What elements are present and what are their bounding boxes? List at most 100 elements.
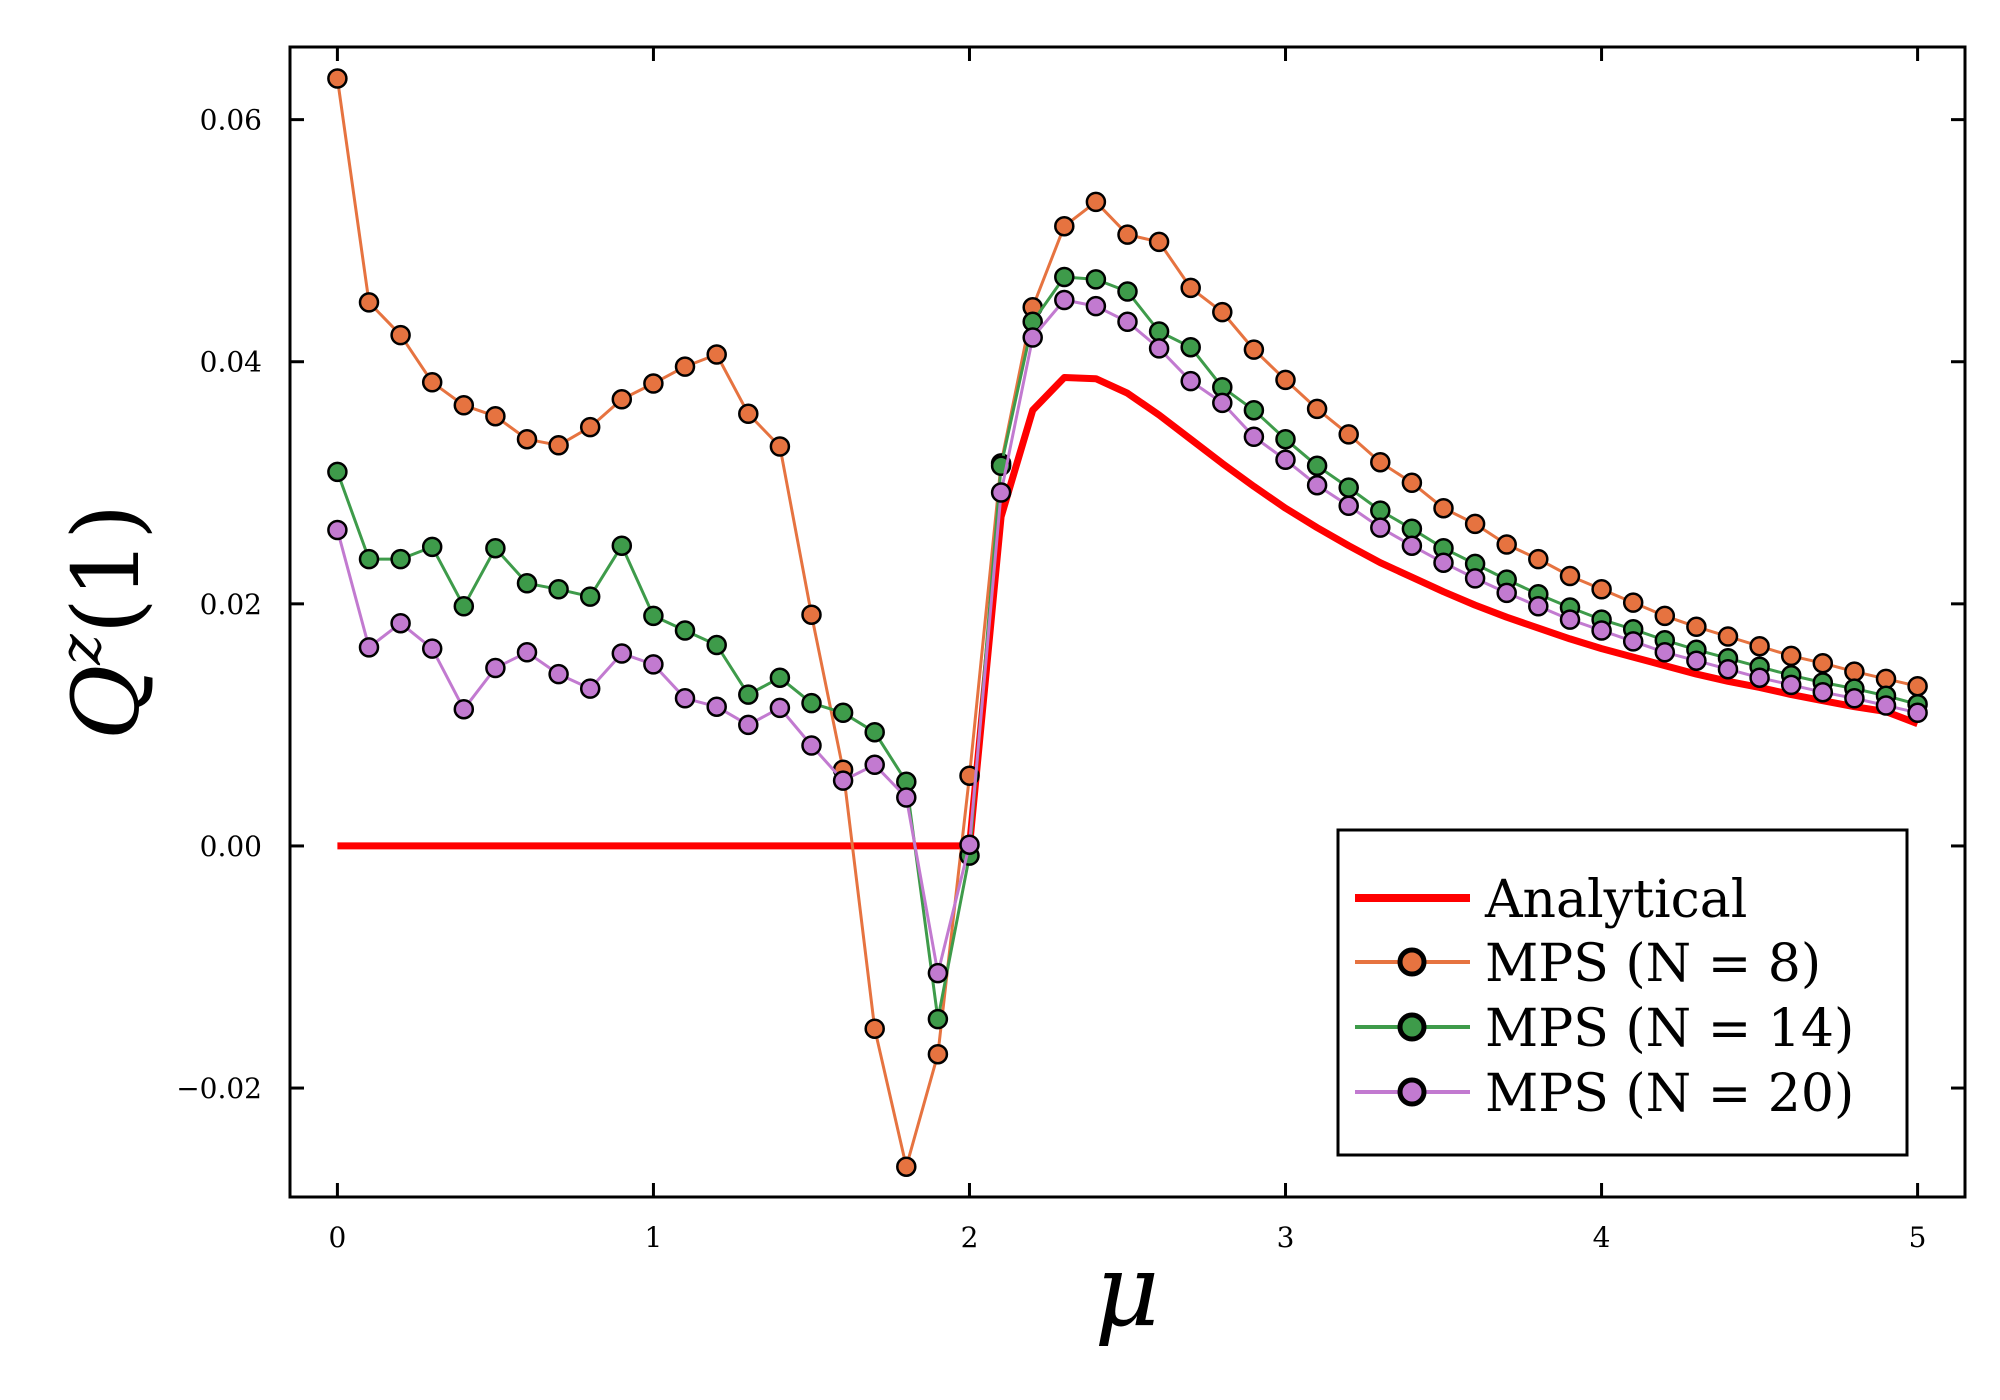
data-point-mps-n-14 — [1306, 455, 1328, 477]
data-point-mps-n-20 — [832, 770, 854, 791]
data-point-mps-n-20 — [1243, 426, 1265, 448]
data-point-mps-n-14 — [1148, 321, 1170, 342]
axis-ticks: 0 1 2 3 4 5 −0.02 0.00 0.02 0.04 0.06 — [176, 47, 1965, 1254]
data-point-mps-n-8 — [1148, 231, 1170, 253]
y-tick-label: 0.00 — [200, 830, 262, 863]
data-point-mps-n-20 — [1148, 338, 1170, 359]
data-point-mps-n-20 — [1749, 667, 1770, 688]
data-point-mps-n-14 — [611, 535, 633, 556]
data-point-mps-n-20 — [1212, 392, 1233, 414]
data-point-mps-n-20 — [1180, 370, 1201, 392]
data-point-mps-n-8 — [769, 436, 791, 457]
legend-entry-mps-n20: MPS (N = 20) — [1355, 1064, 1854, 1124]
data-point-mps-n-20 — [1654, 642, 1676, 663]
data-point-mps-n-8 — [896, 1156, 917, 1177]
data-point-mps-n-8 — [453, 395, 475, 416]
data-point-mps-n-20 — [864, 754, 885, 776]
y-axis-title: Qz(1) — [46, 504, 160, 740]
y-tick-label: 0.06 — [200, 104, 262, 137]
data-point-mps-n-20 — [1591, 620, 1612, 641]
data-point-mps-n-8 — [643, 373, 664, 394]
data-point-mps-n-8 — [1528, 548, 1549, 570]
x-tick-label: 1 — [645, 1221, 663, 1254]
legend-entry-mps-n8: MPS (N = 8) — [1355, 934, 1821, 994]
data-point-mps-n-20 — [643, 654, 664, 675]
data-point-mps-n-20 — [1844, 688, 1865, 709]
data-point-mps-n-20 — [1117, 311, 1138, 333]
data-point-mps-n-20 — [738, 714, 759, 736]
data-point-mps-n-20 — [1622, 631, 1644, 652]
data-point-mps-n-14 — [1401, 518, 1423, 540]
data-point-mps-n-14 — [327, 461, 348, 483]
x-tick-label: 3 — [1277, 1221, 1295, 1254]
data-point-mps-n-8 — [1622, 592, 1644, 613]
data-point-mps-n-14 — [1180, 336, 1201, 358]
data-point-mps-n-8 — [801, 604, 822, 625]
data-point-mps-n-8 — [1812, 652, 1834, 674]
legend-label-mps-n20: MPS (N = 20) — [1485, 1064, 1854, 1124]
y-axis-title-main: Q — [53, 665, 160, 740]
data-point-mps-n-8 — [1717, 626, 1739, 647]
data-point-mps-n-20 — [579, 678, 601, 699]
data-point-mps-n-20 — [1717, 658, 1739, 680]
data-point-mps-n-8 — [1749, 635, 1770, 657]
data-point-mps-n-20 — [1085, 295, 1107, 317]
data-point-mps-n-20 — [1780, 674, 1802, 696]
data-point-mps-n-20 — [1907, 702, 1928, 724]
data-point-mps-n-20 — [1306, 474, 1328, 496]
data-point-mps-n-20 — [1686, 650, 1707, 671]
y-tick-label: 0.02 — [200, 588, 262, 621]
data-point-mps-n-14 — [453, 596, 475, 617]
y-tick-label: −0.02 — [176, 1072, 262, 1105]
y-tick-label: 0.04 — [200, 346, 262, 379]
series-line-analytical — [337, 374, 1919, 850]
data-point-mps-n-8 — [579, 416, 601, 438]
data-point-mps-n-8 — [1054, 215, 1075, 237]
legend-entry-mps-n14: MPS (N = 14) — [1355, 999, 1854, 1059]
data-point-mps-n-20 — [1464, 568, 1486, 589]
data-point-mps-n-8 — [1085, 191, 1107, 213]
legend-swatch-mps-n20-marker — [1397, 1077, 1427, 1107]
data-point-mps-n-8 — [1844, 661, 1865, 682]
data-point-mps-n-20 — [990, 482, 1012, 503]
data-point-mps-n-14 — [643, 605, 664, 627]
data-point-mps-n-8 — [864, 1018, 885, 1039]
data-point-mps-n-14 — [864, 721, 885, 743]
data-point-mps-n-14 — [485, 537, 506, 559]
data-point-mps-n-14 — [769, 667, 791, 688]
x-tick-label: 0 — [328, 1221, 346, 1254]
data-point-mps-n-8 — [1401, 472, 1423, 494]
data-point-mps-n-8 — [1464, 513, 1486, 535]
legend-box — [1336, 828, 1909, 1157]
data-point-mps-n-8 — [327, 68, 348, 89]
data-point-mps-n-20 — [327, 519, 348, 541]
data-point-mps-n-8 — [1306, 398, 1328, 420]
data-point-mps-n-14 — [390, 548, 411, 570]
data-point-mps-n-20 — [1528, 596, 1549, 617]
data-point-mps-n-8 — [927, 1043, 949, 1065]
data-point-mps-n-14 — [1338, 477, 1359, 498]
data-point-mps-n-14 — [801, 692, 822, 714]
data-point-mps-n-14 — [548, 579, 569, 600]
data-point-mps-n-20 — [453, 698, 475, 720]
data-point-mps-n-14 — [421, 536, 443, 558]
data-point-mps-n-8 — [1591, 579, 1612, 600]
data-point-mps-n-14 — [1117, 281, 1138, 302]
data-point-mps-n-8 — [1686, 616, 1707, 638]
data-point-mps-n-20 — [706, 696, 727, 717]
data-point-mps-n-8 — [1654, 605, 1676, 627]
svg-text:Qz(1): Qz(1) — [46, 504, 160, 740]
legend-swatch-mps-n14-marker — [1397, 1012, 1427, 1042]
data-point-mps-n-8 — [1433, 497, 1454, 519]
data-point-mps-n-8 — [611, 389, 633, 410]
data-point-mps-n-8 — [1180, 277, 1201, 299]
data-point-mps-n-14 — [738, 684, 759, 705]
data-point-mps-n-14 — [1243, 399, 1265, 421]
data-point-mps-n-20 — [927, 962, 949, 984]
data-point-mps-n-20 — [1054, 289, 1075, 311]
data-point-mps-n-14 — [579, 586, 601, 607]
legend: Analytical MPS (N = 8) MPS (N = 14) MPS … — [1336, 828, 1909, 1157]
legend-swatch-mps-n8-marker — [1397, 947, 1427, 977]
data-point-mps-n-8 — [706, 344, 727, 365]
data-point-mps-n-20 — [1338, 495, 1359, 517]
